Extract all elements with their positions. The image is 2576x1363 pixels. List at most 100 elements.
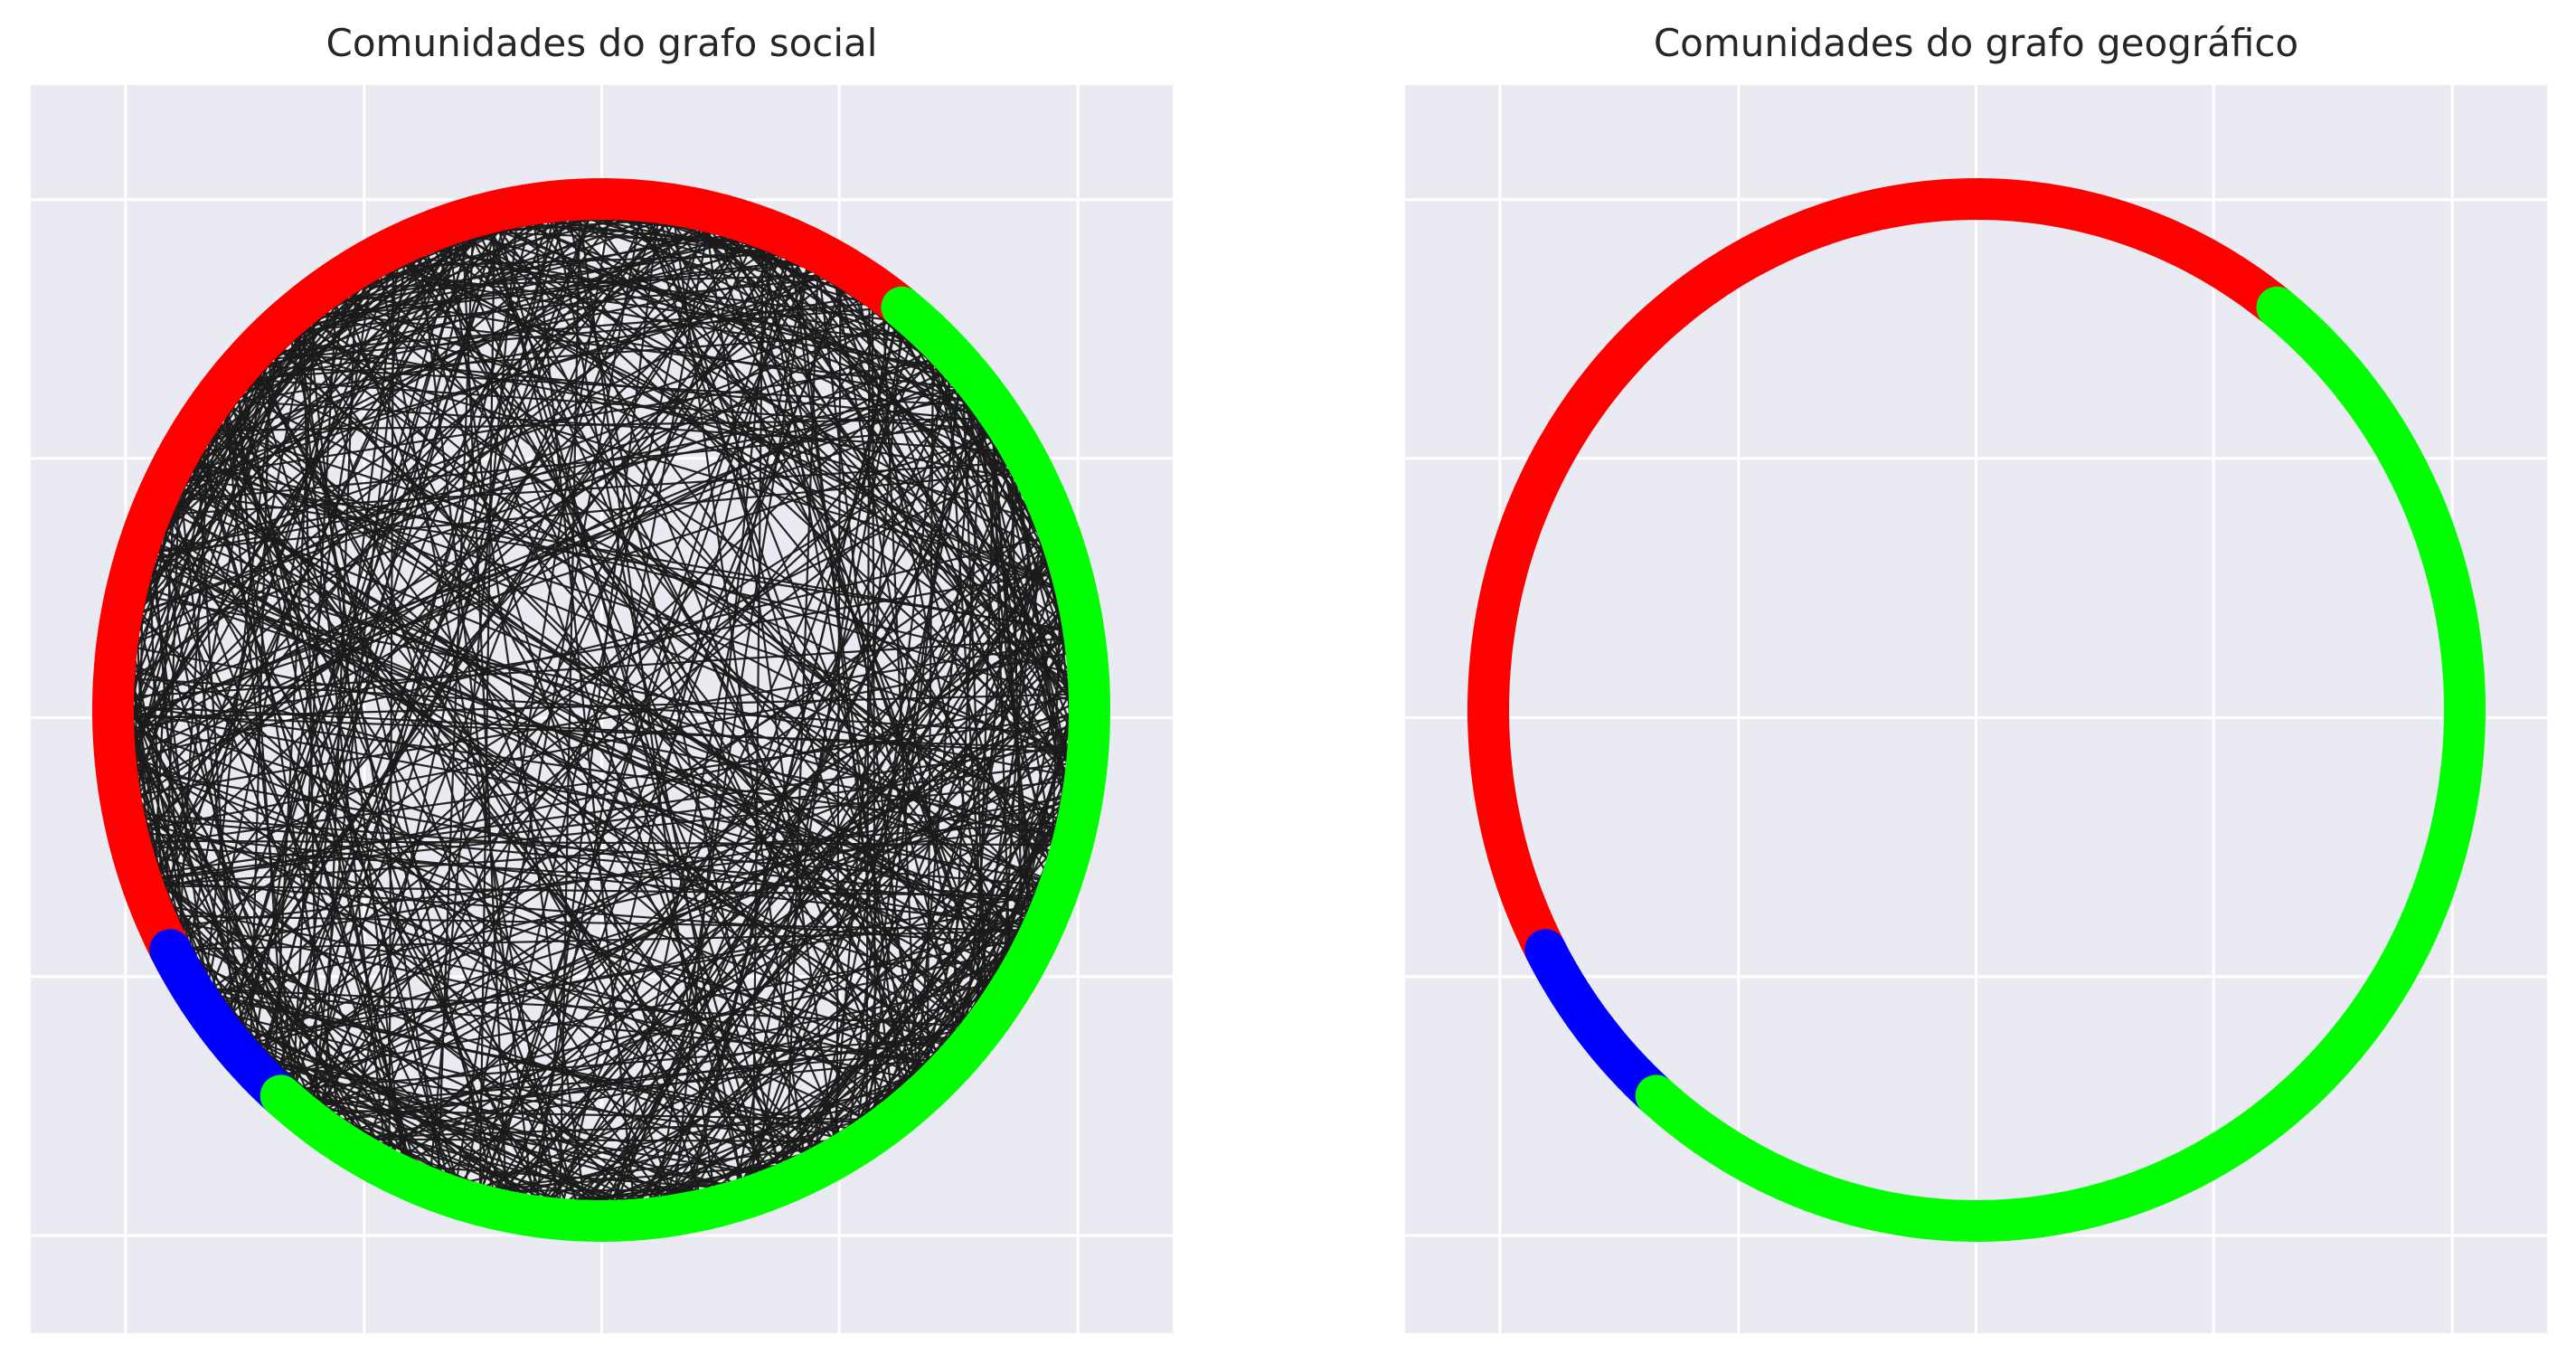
edge bbox=[175, 914, 1021, 932]
edge bbox=[153, 854, 903, 1088]
edge bbox=[133, 677, 1070, 735]
edge bbox=[321, 256, 783, 1105]
edge bbox=[157, 550, 456, 1178]
edge bbox=[143, 218, 605, 606]
edge bbox=[142, 344, 915, 612]
edge bbox=[575, 901, 1033, 1202]
edge bbox=[141, 321, 890, 614]
edge bbox=[132, 738, 366, 1135]
edge bbox=[569, 219, 911, 342]
edge bbox=[356, 917, 1026, 1131]
edge bbox=[210, 438, 1016, 941]
edge bbox=[976, 442, 995, 1003]
edge bbox=[169, 517, 547, 1198]
edge bbox=[795, 262, 1070, 752]
edge bbox=[133, 572, 1052, 730]
edge bbox=[341, 1118, 445, 1174]
edge bbox=[390, 596, 1058, 1150]
edge bbox=[143, 813, 1040, 886]
edge bbox=[159, 544, 263, 1049]
edge bbox=[511, 522, 1035, 1193]
community-arc-1 bbox=[149, 929, 302, 1117]
edge bbox=[388, 270, 395, 1149]
edge bbox=[510, 567, 1051, 1193]
edge bbox=[241, 1025, 610, 1202]
edge bbox=[392, 686, 1071, 1151]
edge bbox=[271, 1058, 625, 1202]
edge bbox=[693, 552, 1046, 1192]
edge bbox=[208, 297, 349, 980]
edge bbox=[757, 247, 960, 1028]
edge bbox=[250, 236, 729, 386]
edge bbox=[505, 228, 1009, 468]
edge bbox=[132, 727, 944, 1046]
edge bbox=[533, 223, 635, 1200]
edge bbox=[145, 821, 655, 1199]
edge bbox=[376, 278, 962, 1026]
edge bbox=[196, 461, 675, 1197]
edge bbox=[251, 381, 833, 1139]
edge bbox=[133, 242, 750, 737]
edge bbox=[222, 419, 1010, 953]
community-arc-0 bbox=[1467, 178, 2298, 971]
edge bbox=[790, 260, 902, 1088]
edge bbox=[154, 563, 1023, 928]
panel-0 bbox=[31, 85, 1173, 1333]
edge bbox=[404, 263, 989, 989]
edge bbox=[322, 951, 1010, 1106]
edge bbox=[159, 545, 990, 987]
edge bbox=[579, 219, 715, 1188]
edge bbox=[139, 641, 1066, 796]
edge bbox=[151, 570, 1027, 918]
edge bbox=[138, 625, 246, 1029]
edge bbox=[255, 377, 502, 1190]
edge bbox=[216, 428, 1071, 702]
edge bbox=[136, 771, 732, 1183]
edge bbox=[946, 747, 1070, 1042]
edge bbox=[640, 559, 1049, 1200]
edge bbox=[238, 398, 287, 1073]
edge bbox=[133, 749, 351, 1125]
edge bbox=[363, 274, 821, 289]
edge bbox=[456, 241, 1017, 940]
edge bbox=[616, 382, 952, 1202]
edge bbox=[269, 249, 766, 365]
edge bbox=[157, 388, 957, 553]
edge bbox=[161, 880, 526, 1196]
edge bbox=[834, 284, 966, 1021]
edge bbox=[622, 995, 983, 1202]
edge bbox=[133, 243, 455, 742]
edge bbox=[935, 366, 1050, 857]
edge bbox=[132, 390, 958, 721]
edge bbox=[580, 218, 1071, 691]
edge bbox=[196, 460, 234, 1013]
edge bbox=[550, 221, 761, 250]
edge bbox=[324, 313, 1033, 520]
edge bbox=[215, 417, 979, 432]
edge bbox=[241, 393, 1059, 820]
edge bbox=[266, 365, 969, 407]
edge bbox=[277, 528, 1038, 1066]
panel-title-geographic: Comunidades do grafo geográfico bbox=[1653, 21, 2299, 65]
edge bbox=[848, 374, 944, 1127]
edge bbox=[582, 631, 1065, 1202]
edge bbox=[135, 537, 1041, 759]
edge bbox=[159, 544, 1042, 881]
edge bbox=[308, 325, 1029, 913]
edge bbox=[314, 320, 1053, 844]
edge bbox=[553, 431, 989, 1199]
edge bbox=[413, 259, 1066, 643]
edge bbox=[498, 230, 977, 418]
edge bbox=[134, 669, 1028, 916]
edge bbox=[494, 1147, 813, 1189]
edge bbox=[241, 393, 407, 1157]
edge bbox=[421, 255, 909, 1083]
edge bbox=[231, 406, 990, 987]
edge bbox=[196, 460, 779, 1166]
edge bbox=[156, 396, 964, 559]
edge bbox=[743, 469, 1011, 1178]
edge bbox=[310, 232, 712, 327]
edge bbox=[296, 336, 1030, 912]
edge bbox=[470, 237, 936, 1056]
